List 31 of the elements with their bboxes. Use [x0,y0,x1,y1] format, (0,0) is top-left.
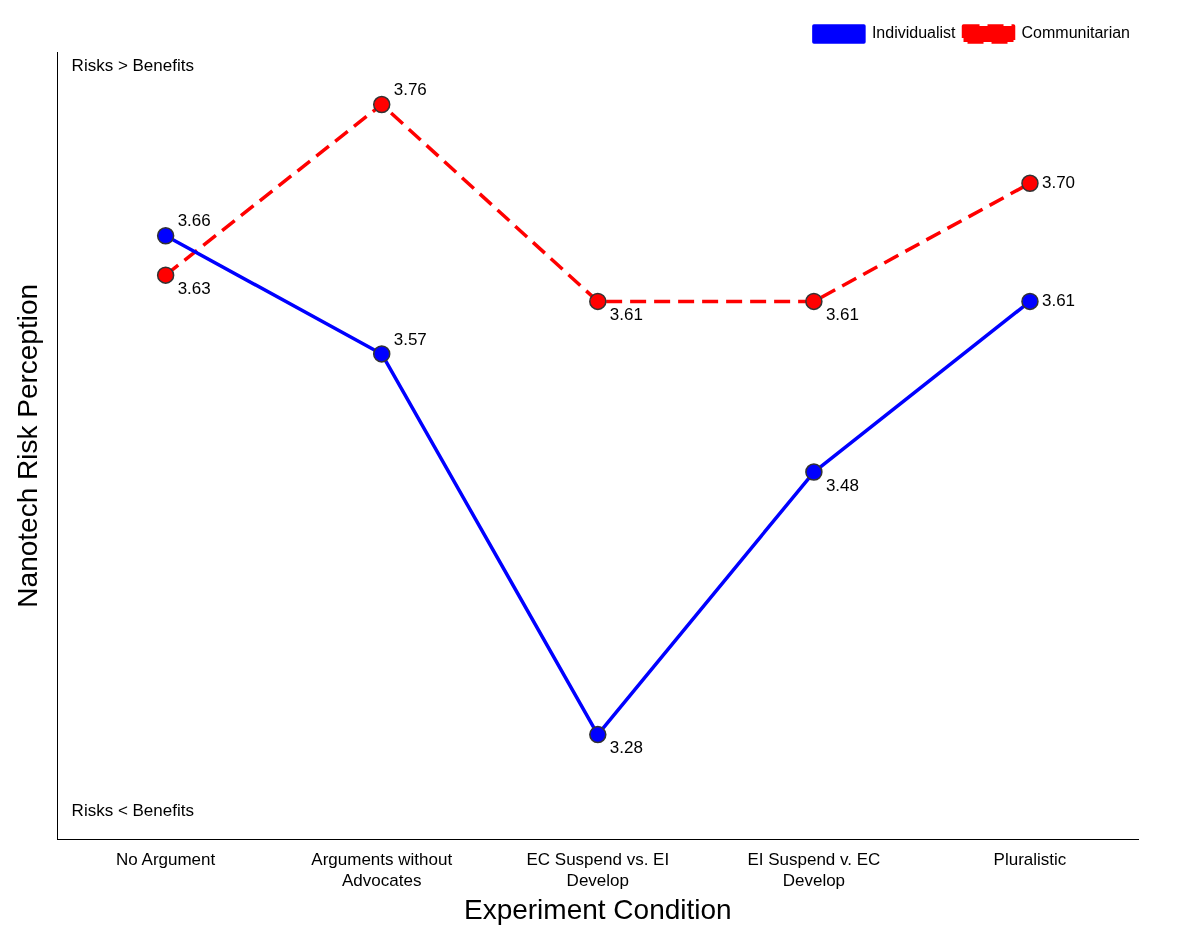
point [805,292,823,311]
x-axis-title: Experiment Condition [463,893,732,925]
data-label: 3.70 [1041,172,1076,192]
data-label: 3.61 [609,305,643,325]
data-label: 3.63 [177,278,211,298]
point [1021,292,1039,311]
data-label: 3.76 [393,80,427,100]
x-tick-label: Pluralistic [993,850,1067,870]
text: Risks < Benefits [71,800,194,820]
point [589,725,607,744]
point [589,292,607,311]
point [805,463,823,481]
data-label: 3.61 [825,305,859,325]
legend-label: Communitarian [1021,24,1130,42]
y-axis-title: Nanotech Risk Perception [11,283,43,608]
point [372,95,391,114]
point [372,345,391,363]
x-tick-label: No Argument [116,850,216,870]
data-label: 3.28 [609,738,643,758]
x-tick-label: EI Suspend v. EC Develop [747,850,881,890]
point [156,227,175,245]
point [1021,174,1039,193]
data-label: 3.61 [1041,291,1076,311]
x-tick-label: EC Suspend vs. EI Develop [526,850,670,890]
point [156,266,175,284]
data-label: 3.48 [825,475,859,495]
x-tick-label: Arguments without Advocates [311,850,453,890]
data-label: 3.66 [177,211,211,231]
data-label: 3.57 [393,329,427,349]
legend-label: Individualist [871,24,957,42]
text: Risks > Benefits [71,56,194,76]
